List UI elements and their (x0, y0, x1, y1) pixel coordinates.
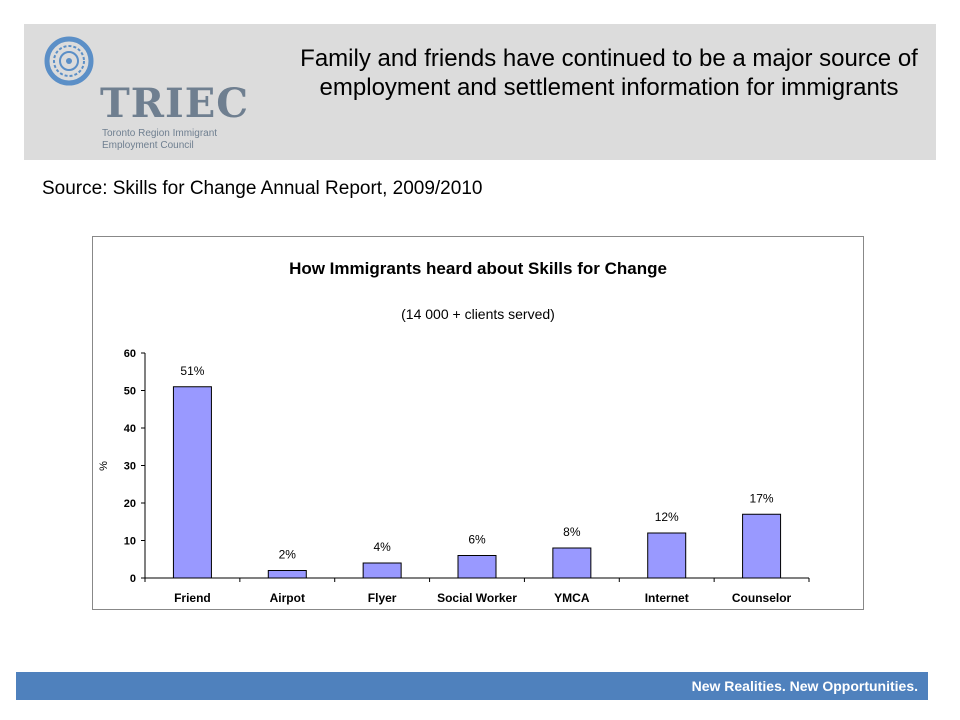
x-category-label: YMCA (554, 591, 590, 605)
logo-subtitle-line-2: Employment Council (102, 140, 194, 151)
footer-bar: New Realities. New Opportunities. (16, 672, 928, 700)
y-tick-label: 20 (124, 498, 136, 510)
bar (362, 562, 402, 579)
bar-chart: How Immigrants heard about Skills for Ch… (98, 259, 810, 605)
x-category-label: Airpot (270, 591, 305, 605)
bar-data-label: 12% (655, 510, 679, 524)
x-category-label: Counselor (732, 591, 792, 605)
logo-subtitle: Toronto Region Immigrant Employment Coun… (102, 128, 217, 152)
y-tick-label: 0 (130, 573, 136, 585)
chart-subtitle: (14 000 + clients served) (401, 306, 555, 322)
logo-subtitle-line-1: Toronto Region Immigrant (102, 128, 218, 139)
y-axis-title: % (98, 461, 110, 471)
chart-frame: How Immigrants heard about Skills for Ch… (92, 236, 864, 610)
bar-data-label: 6% (468, 533, 486, 547)
bar (267, 570, 307, 579)
bar (552, 547, 592, 579)
bar-data-label: 17% (750, 491, 774, 505)
x-category-label: Social Worker (437, 591, 517, 605)
logo-emblem-icon (44, 36, 94, 86)
source-note: Source: Skills for Change Annual Report,… (42, 178, 483, 199)
x-category-label: Flyer (368, 591, 397, 605)
bar (457, 555, 497, 579)
footer-tagline: New Realities. New Opportunities. (691, 678, 918, 694)
triec-logo: TRIEC Toronto Region Immigrant Employmen… (44, 36, 264, 156)
bar-data-label: 2% (279, 548, 297, 562)
slide-title: Family and friends have continued to be … (300, 45, 918, 101)
bar-data-label: 4% (373, 540, 391, 554)
y-tick-label: 40 (124, 423, 136, 435)
y-tick-label: 30 (124, 461, 136, 473)
y-tick-label: 60 (124, 348, 136, 360)
x-category-label: Friend (174, 591, 211, 605)
y-tick-label: 50 (124, 386, 136, 398)
header-banner: TRIEC Toronto Region Immigrant Employmen… (24, 24, 936, 160)
bar-data-label: 51% (180, 364, 204, 378)
y-tick-label: 10 (124, 536, 136, 548)
chart-title: How Immigrants heard about Skills for Ch… (289, 259, 667, 278)
bar (172, 386, 212, 579)
x-category-label: Internet (645, 591, 689, 605)
bar (742, 513, 782, 579)
logo-wordmark: TRIEC (100, 80, 250, 127)
bar-data-label: 8% (563, 525, 581, 539)
bar (647, 532, 687, 579)
